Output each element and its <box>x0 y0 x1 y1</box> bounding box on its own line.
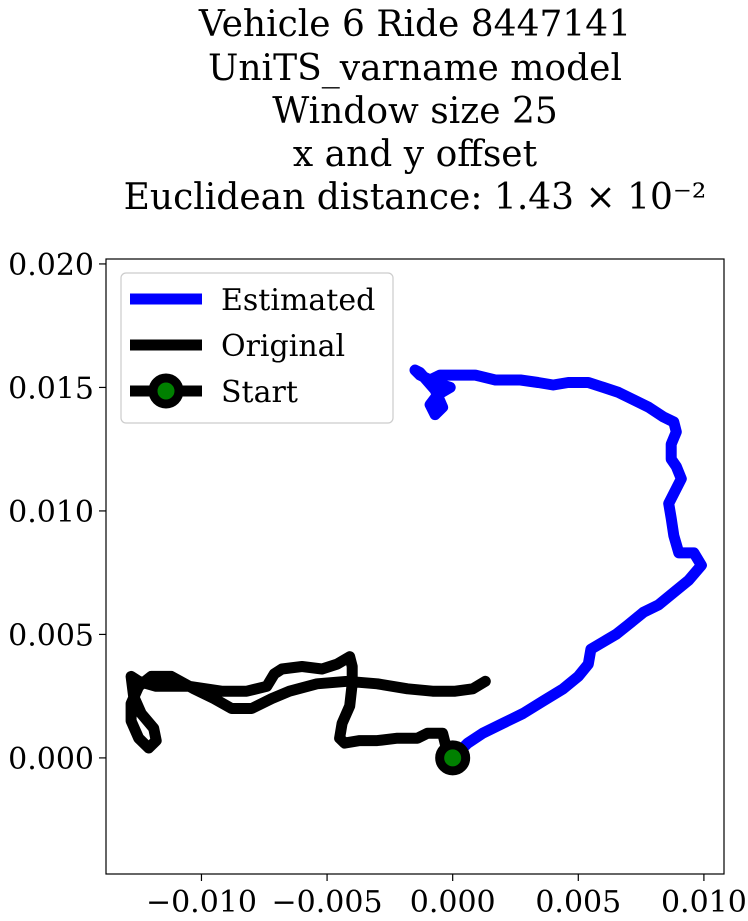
legend-label-original: Original <box>221 329 345 364</box>
series-line-estimated <box>409 364 707 764</box>
x-tick-label: 0.010 <box>661 885 747 920</box>
x-tick-label: −0.010 <box>146 885 257 920</box>
chart-title-line: Vehicle 6 Ride 8447141 <box>198 4 631 45</box>
x-tick-label: −0.005 <box>272 885 383 920</box>
legend-start-marker <box>148 373 184 409</box>
series-line-original <box>125 651 491 764</box>
trajectory-lines <box>125 364 707 776</box>
y-tick-label: 0.005 <box>8 618 94 653</box>
chart-title-line: Window size 25 <box>272 91 558 132</box>
legend-label-start: Start <box>221 375 298 410</box>
x-tick-label: 0.005 <box>535 885 621 920</box>
plot-axes: −0.010 −0.005 0.000 0.005 0.010 0.000 0.005 0.0… <box>8 248 747 920</box>
chart-title-line: x and y offset <box>293 134 538 175</box>
chart-title-line: Euclidean distance: 1.43 × 10⁻² <box>124 177 707 218</box>
legend: Estimated Original Start <box>120 272 394 424</box>
y-tick-label: 0.000 <box>8 742 94 777</box>
start-marker <box>435 740 471 776</box>
x-tick-label: 0.000 <box>410 885 496 920</box>
legend-label-estimated: Estimated <box>221 283 375 318</box>
y-tick-label: 0.010 <box>8 495 94 530</box>
chart-title-line: UniTS_varname model <box>208 48 622 89</box>
plot-frame <box>105 258 725 875</box>
y-tick-label: 0.020 <box>8 248 94 283</box>
y-tick-label: 0.015 <box>8 371 94 406</box>
